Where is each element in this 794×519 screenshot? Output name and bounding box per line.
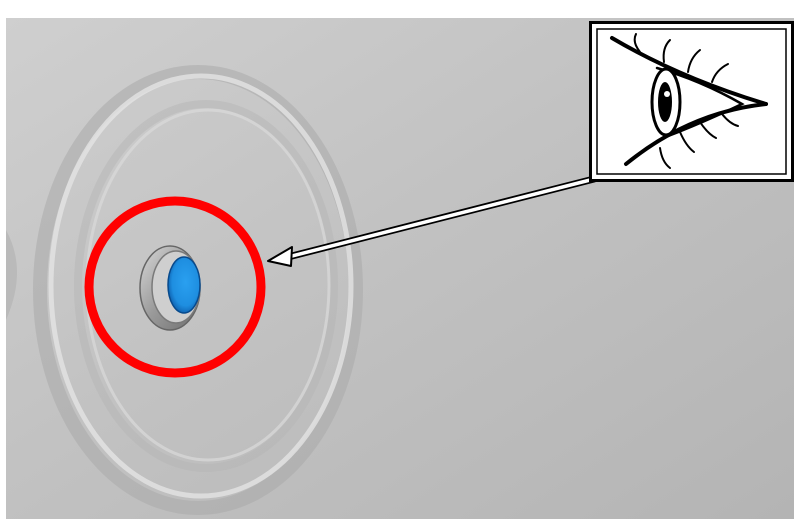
sensor (139, 245, 201, 331)
callout-leader (267, 175, 598, 267)
callout-inset (589, 21, 794, 182)
panel-contour-rings (33, 65, 363, 515)
callout-arrowhead (267, 246, 293, 267)
eye-icon (610, 33, 768, 169)
sensor-lens (167, 256, 201, 314)
panel-edge-shade (6, 230, 17, 320)
highlight-ring (84, 196, 266, 378)
